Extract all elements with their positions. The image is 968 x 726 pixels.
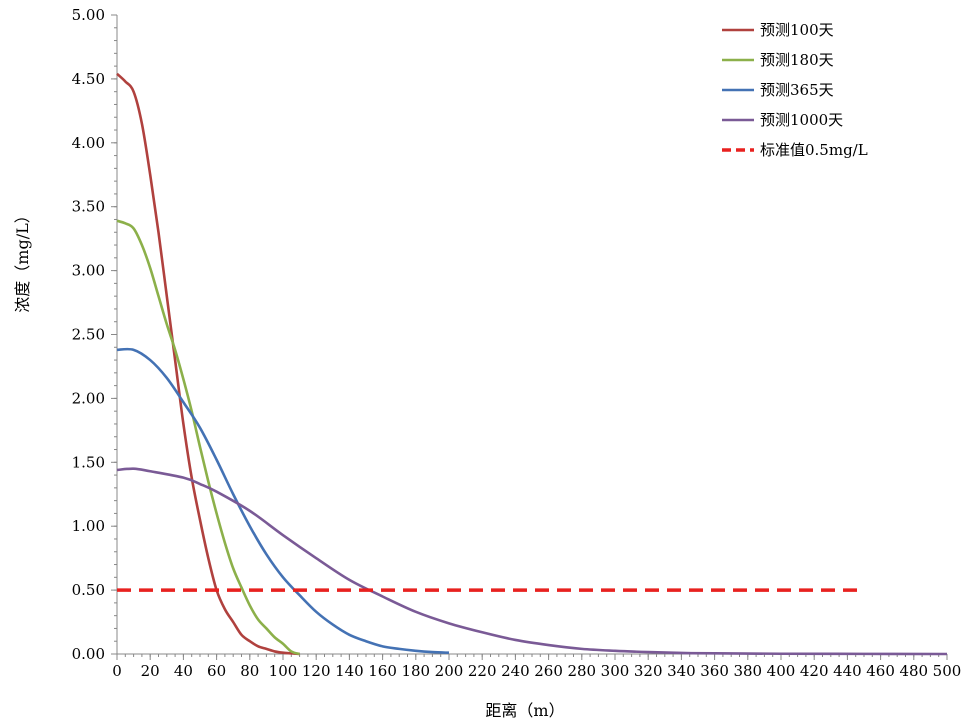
x-tick-label: 360 bbox=[700, 662, 729, 680]
y-tick-label: 1.50 bbox=[72, 453, 105, 471]
series-line-3 bbox=[117, 349, 449, 653]
x-tick-label: 240 bbox=[501, 662, 530, 680]
x-axis-title: 距离（m） bbox=[485, 701, 564, 720]
x-tick-label: 200 bbox=[435, 662, 464, 680]
axes: 0.00 0.50 1.00 1.50 2.00 2.50 3.00 3.50 4.00 4.50… bbox=[72, 6, 962, 680]
x-tick-label: 340 bbox=[667, 662, 696, 680]
y-tick-label: 4.00 bbox=[72, 134, 105, 152]
x-tick-label: 180 bbox=[401, 662, 430, 680]
x-tick-label: 320 bbox=[634, 662, 663, 680]
y-axis-title: 浓度（mg/L） bbox=[13, 207, 32, 312]
x-tick-label: 460 bbox=[866, 662, 895, 680]
x-tick-label: 500 bbox=[933, 662, 962, 680]
x-tick-label: 100 bbox=[269, 662, 298, 680]
y-tick-label: 3.00 bbox=[72, 262, 105, 280]
series-layer bbox=[117, 74, 947, 654]
y-tick-label: 1.00 bbox=[72, 517, 105, 535]
series-line-4 bbox=[117, 469, 947, 654]
x-tick-label: 220 bbox=[468, 662, 497, 680]
y-tick-label: 2.50 bbox=[72, 326, 105, 344]
x-tick-label: 80 bbox=[240, 662, 259, 680]
x-tick-label: 400 bbox=[767, 662, 796, 680]
y-tick-label: 0.00 bbox=[72, 645, 105, 663]
x-tick-label: 120 bbox=[302, 662, 331, 680]
x-tick-label: 440 bbox=[833, 662, 862, 680]
x-tick-label: 480 bbox=[899, 662, 928, 680]
x-tick-label: 20 bbox=[141, 662, 160, 680]
legend-label-2: 预测180天 bbox=[760, 51, 834, 69]
legend-label-1: 预测100天 bbox=[760, 21, 834, 39]
x-tick-label: 0 bbox=[112, 662, 122, 680]
x-tick-label: 60 bbox=[207, 662, 226, 680]
x-tick-label: 420 bbox=[800, 662, 829, 680]
legend-label-4: 预测1000天 bbox=[760, 111, 843, 129]
x-tick-label: 160 bbox=[368, 662, 397, 680]
x-tick-label: 140 bbox=[335, 662, 364, 680]
y-tick-label: 5.00 bbox=[72, 6, 105, 24]
y-tick-label: 4.50 bbox=[72, 70, 105, 88]
y-tick-label: 2.00 bbox=[72, 389, 105, 407]
x-tick-label: 40 bbox=[174, 662, 193, 680]
y-tick-label: 3.50 bbox=[72, 198, 105, 216]
x-tick-label: 300 bbox=[601, 662, 630, 680]
legend-label-5: 标准值0.5mg/L bbox=[760, 141, 868, 159]
legend-label-3: 预测365天 bbox=[760, 81, 834, 99]
x-tick-label: 280 bbox=[567, 662, 596, 680]
x-tick-label: 260 bbox=[534, 662, 563, 680]
x-tick-label: 380 bbox=[733, 662, 762, 680]
series-line-1 bbox=[117, 74, 300, 654]
y-tick-label: 0.50 bbox=[72, 581, 105, 599]
